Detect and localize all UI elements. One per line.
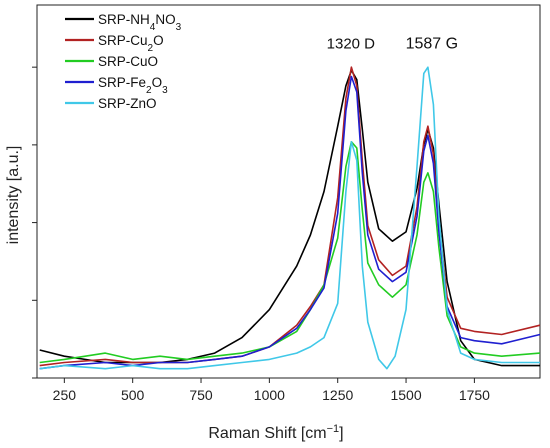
annotations: 1320 D 1587 G: [327, 36, 458, 53]
plot-frame: [36, 4, 541, 379]
x-tick-label: 1500: [390, 387, 421, 403]
x-tick-label: 750: [189, 387, 213, 403]
peak-annotation-1: 1320 D: [327, 36, 376, 53]
peak-annotation-2: 1587 G: [406, 36, 458, 53]
series-layer: [39, 66, 541, 370]
series-line-3: [39, 141, 541, 364]
legend-label-1: SRP-NH4NO3: [98, 12, 182, 33]
x-axis-title: Raman Shift [cm−1]: [208, 423, 343, 442]
legend-label-3: SRP-CuO: [98, 54, 158, 69]
series-line-1: [39, 69, 540, 367]
x-tick-label: 500: [121, 387, 145, 403]
x-tick-label: 1250: [322, 387, 353, 403]
series-line-4: [39, 75, 541, 370]
plot-area: [36, 4, 541, 379]
x-tick-label: 250: [53, 387, 77, 403]
x-tick-label: 1750: [459, 387, 490, 403]
series-line-5: [39, 66, 540, 370]
legend-label-2: SRP-Cu2O: [98, 33, 164, 54]
legend-label-5: SRP-ZnO: [98, 96, 157, 111]
legend-label-4: SRP-Fe2O3: [98, 75, 168, 96]
x-tick-label: 1000: [254, 387, 285, 403]
axes-layer: 250 500 750 1000 1250 1500 1750: [32, 66, 490, 403]
series-line-2: [39, 66, 541, 367]
y-axis-title: intensity [a.u.]: [5, 146, 22, 245]
